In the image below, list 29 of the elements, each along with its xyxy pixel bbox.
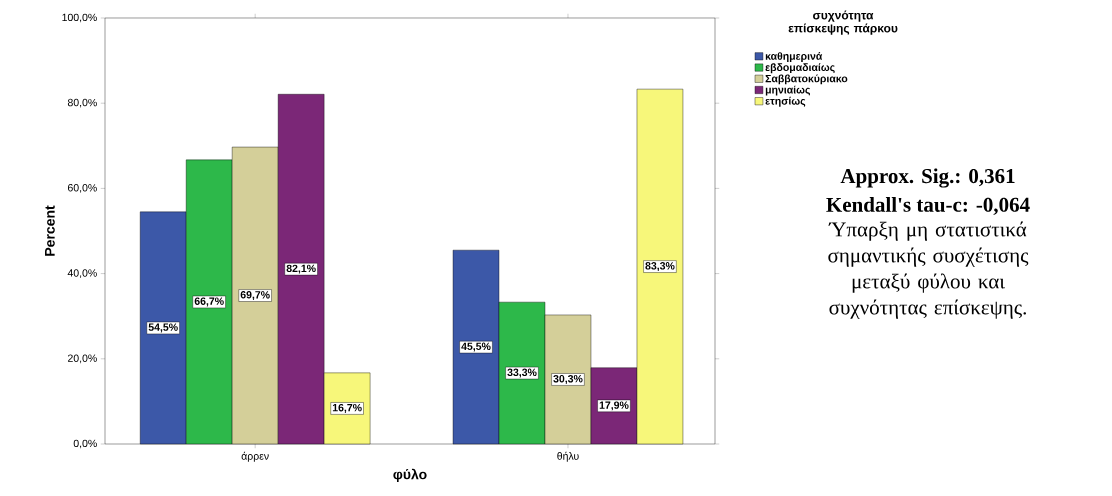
data-label: 33,3% [507, 368, 537, 378]
text: Approx. Sig.: 0,361 [840, 168, 1015, 188]
y-tick-label: 100,0% [62, 13, 97, 23]
data-label: 30,3% [553, 374, 583, 384]
legend-label: εβδομαδιαίως [765, 63, 835, 74]
y-tick-label: 20,0% [67, 354, 97, 364]
y-tick-label: 80,0% [67, 98, 97, 108]
legend-label: Σαββατοκύριακο [765, 74, 848, 85]
text: Kendall's tau-c: -0,064 [826, 197, 1030, 215]
y-tick-label: 40,0% [67, 269, 97, 278]
y-tick-label: 0,0% [73, 439, 97, 449]
data-label: 66,7% [194, 297, 224, 307]
data-label: 45,5% [461, 342, 491, 352]
y-tick-label: 60,0% [67, 184, 97, 193]
data-label: 54,5% [148, 323, 178, 333]
data-label: 69,7% [240, 291, 270, 301]
legend-label: μηνιαίως [765, 85, 811, 96]
x-tick-label: άρρεν [241, 451, 269, 462]
legend-title: συχνότητα επίσκεψης πάρκου [788, 10, 898, 35]
data-label: 83,3% [645, 262, 675, 272]
text: Ύπαρξη μη στατιστικά σημαντικής συσχέτισης μεταξύ φύλου και συχνότητας επίσκεψης. [828, 221, 1029, 319]
data-label: 82,1% [286, 264, 316, 274]
x-axis-title: φύλο [393, 468, 427, 483]
legend-label: ετησίως [765, 96, 806, 107]
x-tick-label: θήλυ [557, 451, 579, 462]
data-label: 17,9% [599, 401, 629, 411]
y-axis-title: Percent [45, 205, 55, 256]
data-label: 16,7% [332, 403, 362, 413]
legend-label: καθημερινά [765, 52, 823, 62]
